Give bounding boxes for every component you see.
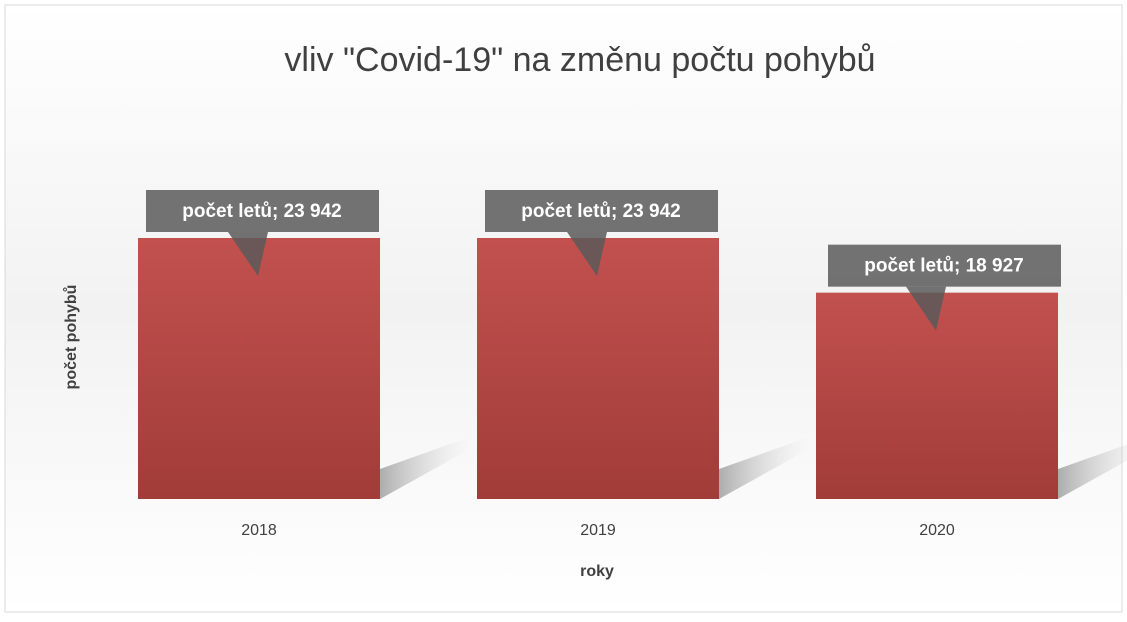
data-label-box [828,244,1061,287]
data-label: počet letů; 23 942 [521,201,680,222]
bar-shadow [719,437,809,499]
data-label-pointer [228,232,268,276]
data-label: počet letů; 23 942 [182,201,341,222]
data-label-pointer [567,232,607,276]
chart-title: vliv "Covid-19" na změnu počtu pohybů [284,41,875,79]
y-axis-label: počet pohybů [63,285,80,390]
x-tick-label: 2018 [241,522,277,539]
bar-shadow [1058,444,1127,499]
bar [477,238,719,499]
bar [816,292,1058,499]
bar [138,238,380,499]
x-tick-label: 2019 [580,522,616,539]
data-label-box [485,190,718,232]
x-tick-label: 2020 [919,522,955,539]
data-label-pointer [906,286,946,331]
x-axis-label: roky [580,563,614,580]
data-label: počet letů; 18 927 [864,256,1023,277]
data-label-box [146,190,379,232]
bar-shadow [380,437,470,499]
